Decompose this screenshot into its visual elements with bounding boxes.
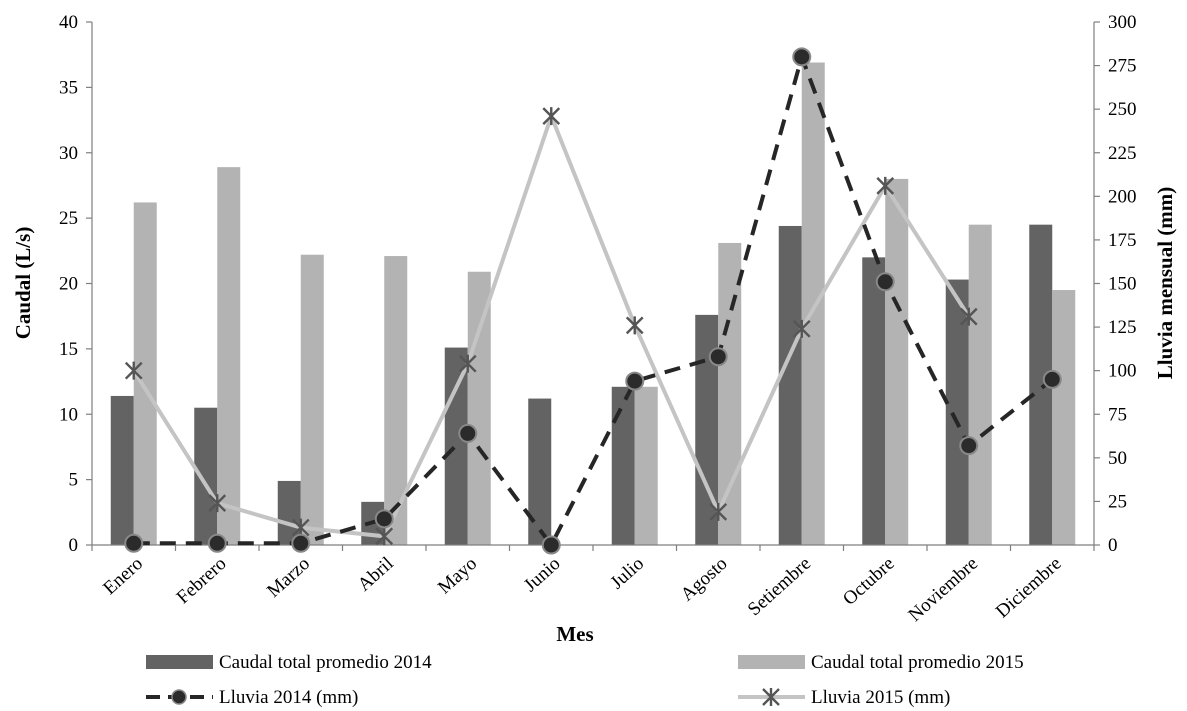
x-tick-label-marzo: Marzo: [263, 553, 314, 602]
point-lluvia-2015-febrero: [208, 494, 227, 513]
point-lluvia-2014-febrero: [207, 533, 227, 553]
legend: Caudal total promedio 2014 Caudal total p…: [146, 652, 1024, 708]
y2-axis-title: Lluvia mensual (mm): [1153, 187, 1177, 380]
x-tick-label-agosto: Agosto: [677, 553, 732, 605]
legend-bar-2014-label: Caudal total promedio 2014: [219, 652, 432, 673]
bar-2014-agosto: [695, 314, 719, 545]
x-axis-title: Mes: [556, 622, 593, 646]
y2-tick-label-200: 200: [1108, 186, 1137, 207]
point-lluvia-2014-agosto: [708, 347, 728, 367]
y-tick-label-35: 35: [59, 77, 78, 98]
x-tick-label-setiembre: Setiembre: [744, 553, 815, 620]
point-lluvia-2014-marzo: [291, 533, 311, 553]
bar-2014-diciembre: [1029, 224, 1053, 545]
line-lluvia-2015: [132, 114, 971, 539]
point-lluvia-2015-setiembre: [792, 319, 811, 338]
bar-2014-setiembre: [778, 225, 802, 545]
y2-tick-label-150: 150: [1108, 274, 1137, 295]
point-lluvia-2014-julio: [625, 371, 645, 391]
bar-2014-junio: [528, 398, 552, 545]
line-lluvia-2014: [133, 54, 1054, 547]
point-lluvia-2015-junio: [542, 107, 561, 126]
point-lluvia-2014-junio: [541, 535, 561, 555]
bar-2014-octubre: [862, 257, 886, 545]
y2-tick-label-75: 75: [1108, 404, 1127, 425]
point-lluvia-2015-agosto: [709, 502, 728, 521]
x-tick-label-febrero: Febrero: [173, 553, 231, 608]
y-tick-label-25: 25: [59, 208, 78, 229]
x-tick-label-octubre: Octubre: [839, 553, 899, 610]
bars-layer: [110, 62, 1076, 546]
y-tick-label-10: 10: [59, 404, 78, 425]
bar-2014-julio: [611, 386, 635, 545]
bar-2015-febrero: [217, 167, 241, 545]
point-lluvia-2014-setiembre: [792, 47, 812, 67]
point-lluvia-2014-octubre: [875, 272, 895, 292]
bar-2014-noviembre: [945, 279, 969, 545]
lines-layer: [124, 47, 1062, 555]
y2-tick-label-275: 275: [1108, 56, 1137, 77]
y-tick-label-30: 30: [59, 143, 78, 164]
y2-tick-label-50: 50: [1108, 448, 1127, 469]
bar-2015-enero: [133, 202, 157, 545]
y2-tick-label-25: 25: [1108, 491, 1127, 512]
legend-line-2015-swatch-marker: [762, 688, 780, 706]
legend-bar-2015-label: Caudal total promedio 2015: [811, 652, 1024, 673]
bar-2014-febrero: [194, 407, 218, 545]
legend-bar-2014-swatch: [146, 655, 213, 669]
y2-tick-label-175: 175: [1108, 230, 1137, 251]
point-lluvia-2014-noviembre: [959, 436, 979, 456]
bar-2015-octubre: [885, 178, 909, 545]
y2-tick-label-250: 250: [1108, 99, 1137, 120]
legend-line-2014-swatch-marker: [171, 689, 187, 705]
bar-2015-noviembre: [968, 224, 992, 545]
y2-tick-label-0: 0: [1108, 535, 1118, 556]
y2-tick-label-225: 225: [1108, 143, 1137, 164]
legend-line-2015-label: Lluvia 2015 (mm): [811, 687, 950, 708]
point-lluvia-2014-mayo: [458, 423, 478, 443]
y-tick-label-15: 15: [59, 339, 78, 360]
y-tick-label-5: 5: [69, 470, 79, 491]
x-tick-label-diciembre: Diciembre: [992, 553, 1066, 622]
bar-2015-mayo: [467, 271, 491, 545]
point-lluvia-2015-mayo: [458, 354, 477, 373]
y-tick-label-0: 0: [69, 535, 79, 556]
y-tick-label-20: 20: [59, 274, 78, 295]
y2-tick-label-125: 125: [1108, 317, 1137, 338]
bar-2015-abril: [384, 256, 408, 545]
legend-line-2014-label: Lluvia 2014 (mm): [219, 687, 358, 708]
point-lluvia-2015-marzo: [291, 518, 310, 537]
bar-2014-mayo: [444, 347, 468, 545]
bar-2015-diciembre: [1052, 290, 1076, 545]
x-tick-label-noviembre: Noviembre: [905, 553, 983, 626]
point-lluvia-2015-noviembre: [959, 307, 978, 326]
point-lluvia-2015-octubre: [876, 176, 895, 195]
y2-tick-label-100: 100: [1108, 361, 1137, 382]
y2-tick-label-300: 300: [1108, 12, 1137, 33]
x-tick-label-mayo: Mayo: [434, 553, 481, 598]
x-tick-label-junio: Junio: [520, 553, 565, 596]
y-tick-label-40: 40: [59, 12, 78, 33]
point-lluvia-2014-enero: [124, 533, 144, 553]
bar-2014-enero: [110, 395, 134, 545]
bar-2014-marzo: [277, 480, 301, 545]
point-lluvia-2015-enero: [124, 361, 143, 380]
point-lluvia-2014-abril: [374, 509, 394, 529]
legend-bar-2015-swatch: [738, 655, 805, 669]
x-tick-label-enero: Enero: [99, 553, 147, 599]
bar-2015-setiembre: [801, 62, 825, 545]
point-lluvia-2014-diciembre: [1042, 369, 1062, 389]
bar-2015-julio: [634, 386, 658, 545]
point-lluvia-2015-abril: [375, 527, 394, 546]
y-axis-title: Caudal (L/s): [11, 227, 35, 340]
x-tick-label-julio: Julio: [607, 553, 649, 593]
bar-2015-marzo: [300, 254, 324, 546]
x-tick-label-abril: Abril: [354, 553, 398, 595]
point-lluvia-2015-julio: [625, 316, 644, 335]
